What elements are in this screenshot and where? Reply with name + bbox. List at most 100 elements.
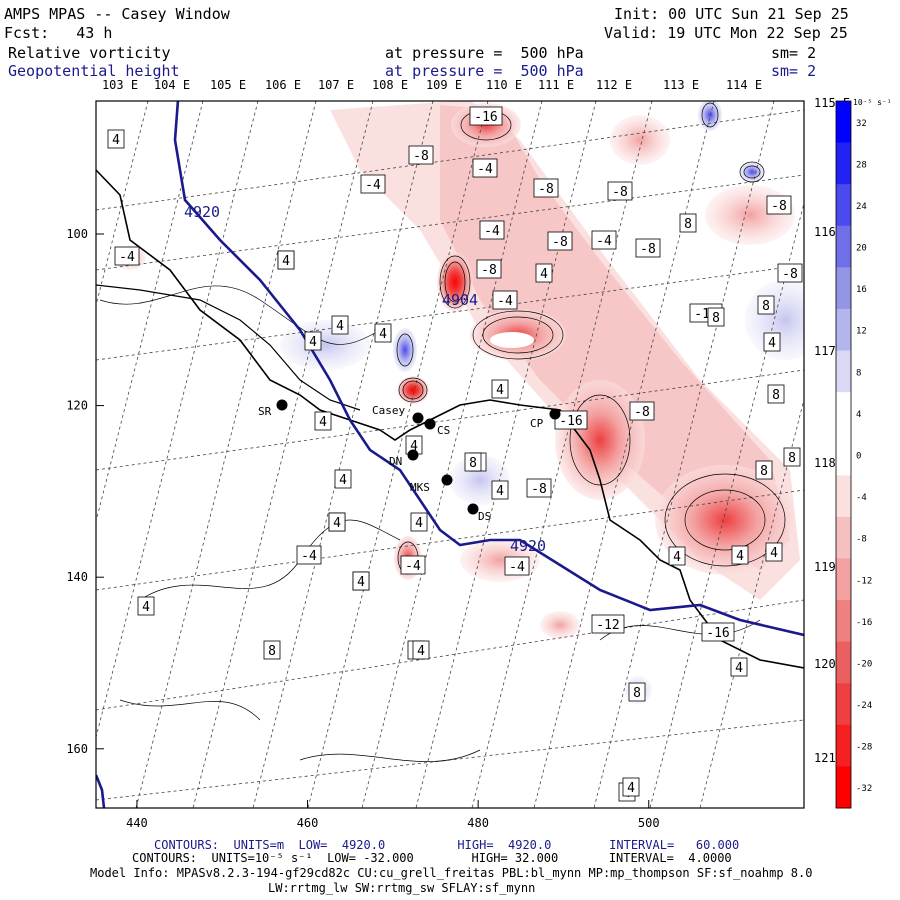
- station-markers: SR Casey CS DN MKS DS CP: [258, 399, 561, 523]
- colorbar-segment: [836, 184, 851, 227]
- meridian-line: [415, 101, 597, 808]
- colorbar-segment: [836, 766, 851, 809]
- contour-label-box: [526, 478, 552, 498]
- lon-label: 108 E: [372, 78, 408, 92]
- contour-label-box: [757, 295, 775, 315]
- colorbar-segment: [836, 600, 851, 643]
- model-title: AMPS MPAS -- Casey Window: [4, 5, 230, 23]
- lon-label: 106 E: [265, 78, 301, 92]
- vort-max-southeast: [655, 465, 795, 575]
- neg-vort-casey: [393, 328, 417, 372]
- contour-label: 8: [788, 451, 796, 466]
- contour-label-box: [114, 246, 140, 266]
- contour-label-box: [410, 512, 428, 532]
- contour-label: 4: [410, 439, 418, 454]
- contour-label-box: [469, 106, 503, 126]
- contour-label: 8: [684, 217, 692, 232]
- colorbar-segment: [836, 516, 851, 559]
- lon-label: 103 E: [102, 78, 138, 92]
- neg-vort-west: [280, 320, 370, 370]
- contour-label: -8: [413, 149, 429, 164]
- contour-label: 4: [339, 473, 347, 488]
- contour-label-box: [591, 230, 617, 250]
- contour-labels: 4 -16 -8 -4 -4 -8 -8 -4 -8 -8 8 -8 -4 4 4 -8 -8 -4 -4 4 4 4 -1…: [107, 106, 803, 802]
- colorbar-segment: [836, 558, 851, 601]
- contour-label-box: [107, 129, 125, 149]
- station-marker: [467, 503, 479, 515]
- contour-label-box: [374, 323, 392, 343]
- contour-label-box: [766, 195, 792, 215]
- contour-label-box: [533, 178, 559, 198]
- station-marker: [276, 399, 288, 411]
- contour-label-box: [464, 452, 482, 472]
- field1-smoothing: sm= 2: [771, 44, 817, 62]
- height-label: 4904: [442, 291, 478, 309]
- contour-label: -12: [596, 618, 619, 633]
- contour-label-box: [137, 596, 155, 616]
- contour-label: 8: [633, 686, 641, 701]
- colorbar-tick-label: 0: [856, 452, 861, 462]
- contour-label: 4: [627, 781, 635, 796]
- forecast-hour: Fcst: 43 h: [4, 24, 113, 42]
- contour-label-box: [535, 263, 553, 283]
- colorbar-tick-label: 28: [856, 160, 867, 170]
- colorbar-tick-label: 12: [856, 327, 867, 337]
- contour-label: 8: [760, 464, 768, 479]
- contour-label: 8: [712, 311, 720, 326]
- lon-label: 104 E: [154, 78, 190, 92]
- vort-gap: [490, 332, 534, 348]
- colorbar-segment: [836, 225, 851, 268]
- contour-label-box: [492, 290, 518, 310]
- contour-label: -4: [484, 224, 500, 239]
- contour-label-box: [731, 545, 749, 565]
- contour-label: -8: [538, 182, 554, 197]
- contour-label-box: [607, 181, 633, 201]
- meridian-line: [699, 397, 804, 808]
- contour-label: 4: [496, 484, 504, 499]
- field1-name: Relative vorticity: [8, 44, 171, 62]
- station-label: CP: [530, 417, 544, 430]
- contour-label: -16: [474, 110, 497, 125]
- ice-edge: [96, 284, 361, 411]
- contour-label: 4: [417, 644, 425, 659]
- colorbar-tick-label: 32: [856, 119, 867, 129]
- contour-label: 4: [540, 267, 548, 282]
- contour-label-box: [668, 546, 686, 566]
- contour-label: -8: [634, 405, 650, 420]
- contour-label-box: [591, 614, 625, 634]
- lon-label: 109 E: [426, 78, 462, 92]
- colorbar-tick-label: -12: [856, 576, 872, 586]
- colorbar-tick-label: 8: [856, 368, 861, 378]
- contour-label-box: [622, 777, 640, 797]
- colorbar: 32 28 24 20 16 12 8 4 0 -4 -8 -12 -16 -20 -24 -28 -32 10⁻…: [835, 98, 892, 809]
- y-tick-label: 100: [66, 227, 88, 241]
- meridian-line: [307, 101, 489, 808]
- field2-smoothing: sm= 2: [771, 62, 817, 80]
- contour-label-box: [412, 640, 430, 660]
- colorbar-tick-label: -20: [856, 659, 872, 669]
- contour-label: -4: [477, 162, 493, 177]
- contour-label-box: [783, 447, 801, 467]
- colorbar-tick-label: -32: [856, 784, 872, 794]
- colorbar-segment: [836, 101, 851, 144]
- contour-label-box: [472, 158, 498, 178]
- contour-label: 4: [768, 336, 776, 351]
- contour-label-box: [554, 410, 588, 430]
- contour-label: 8: [762, 299, 770, 314]
- contour-label: 4: [336, 319, 344, 334]
- y-tick-label: 160: [66, 742, 88, 756]
- contour-label: -4: [365, 178, 381, 193]
- contour-label-box: [328, 512, 346, 532]
- field2-name: Geopotential height: [8, 62, 180, 80]
- init-time: Init: 00 UTC Sun 21 Sep 25: [614, 5, 849, 23]
- contour-label: -16: [559, 414, 582, 429]
- contour-label: 8: [772, 388, 780, 403]
- contour-label: -8: [531, 482, 547, 497]
- contour-label-box: [763, 332, 781, 352]
- contour-label: 4: [357, 575, 365, 590]
- parallel-line: [96, 489, 804, 591]
- contour-label: -16: [706, 626, 729, 641]
- colorbar-segment: [836, 475, 851, 518]
- lon-label: 112 E: [596, 78, 632, 92]
- contour-label: -8: [782, 267, 798, 282]
